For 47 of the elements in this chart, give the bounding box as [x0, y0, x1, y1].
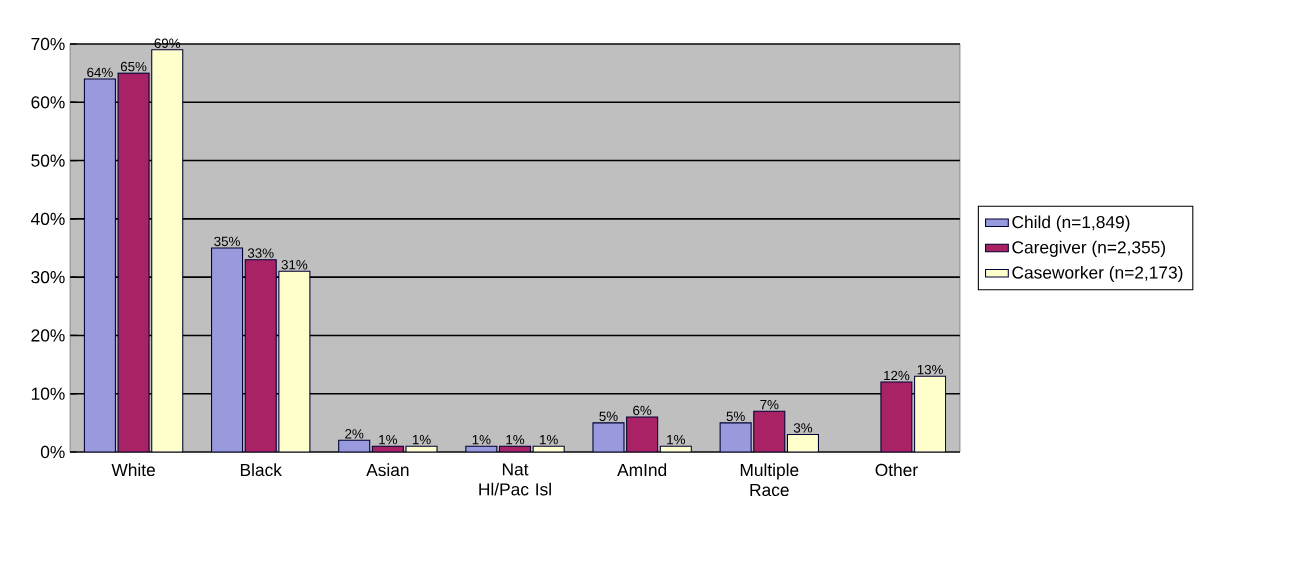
bar [118, 73, 150, 452]
bar [245, 259, 277, 452]
y-tick-label: 50% [31, 154, 65, 167]
data-label: 1% [412, 434, 431, 445]
data-label: 6% [633, 405, 652, 416]
x-tick-label: Black [240, 463, 282, 477]
bar [626, 417, 658, 452]
data-label: 2% [345, 429, 364, 439]
y-tick-label: 10% [31, 387, 65, 400]
data-label: 13% [917, 364, 943, 375]
data-label: 35% [214, 236, 240, 247]
x-tick-label: Other [875, 463, 918, 477]
y-tick-label: 70% [31, 37, 65, 51]
data-label: 3% [793, 423, 813, 433]
y-tick-label: 40% [31, 212, 65, 225]
x-tick-label: AmInd [617, 463, 667, 477]
y-tick-label: 0% [40, 445, 65, 459]
data-label: 1% [506, 434, 525, 445]
bar [753, 410, 786, 452]
data-label: 31% [281, 260, 308, 270]
data-label: 5% [726, 411, 745, 421]
x-tick-label: Asian [366, 463, 409, 477]
legend-label: Caseworker (n=2,173) [1012, 265, 1183, 283]
y-tick-label: 60% [31, 96, 65, 109]
data-label: 1% [540, 434, 558, 445]
data-label: 64% [87, 67, 113, 78]
data-label: 1% [667, 434, 685, 445]
data-label: 33% [247, 248, 274, 258]
x-tick-label: White [111, 463, 155, 477]
data-label: 1% [379, 434, 398, 445]
bar [278, 271, 310, 452]
data-label: 12% [884, 370, 910, 381]
bar [211, 248, 243, 452]
bar [84, 78, 116, 452]
data-label: 5% [599, 411, 618, 421]
data-label: 7% [760, 399, 779, 410]
y-tick-label: 20% [31, 329, 65, 342]
legend-label: Child (n=1,849) [1012, 215, 1130, 232]
data-label: 1% [472, 434, 491, 445]
bar [914, 375, 947, 452]
data-label: 65% [120, 61, 147, 72]
x-tick-label: Multiple Race [740, 463, 799, 497]
legend-label: Caregiver (n=2,355) [1012, 240, 1166, 257]
y-tick-label: 30% [31, 271, 65, 284]
bar [151, 49, 183, 452]
bar [880, 381, 913, 452]
x-tick-label: Nat Hl/Pac Isl [479, 463, 551, 496]
